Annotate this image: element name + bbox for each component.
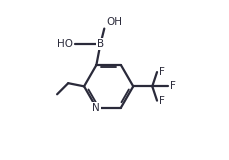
Text: F: F <box>158 67 164 77</box>
Text: F: F <box>169 81 175 91</box>
Text: HO: HO <box>57 39 73 49</box>
Text: N: N <box>92 103 100 113</box>
Text: F: F <box>158 96 164 106</box>
Text: OH: OH <box>105 17 121 27</box>
Text: B: B <box>96 39 104 49</box>
